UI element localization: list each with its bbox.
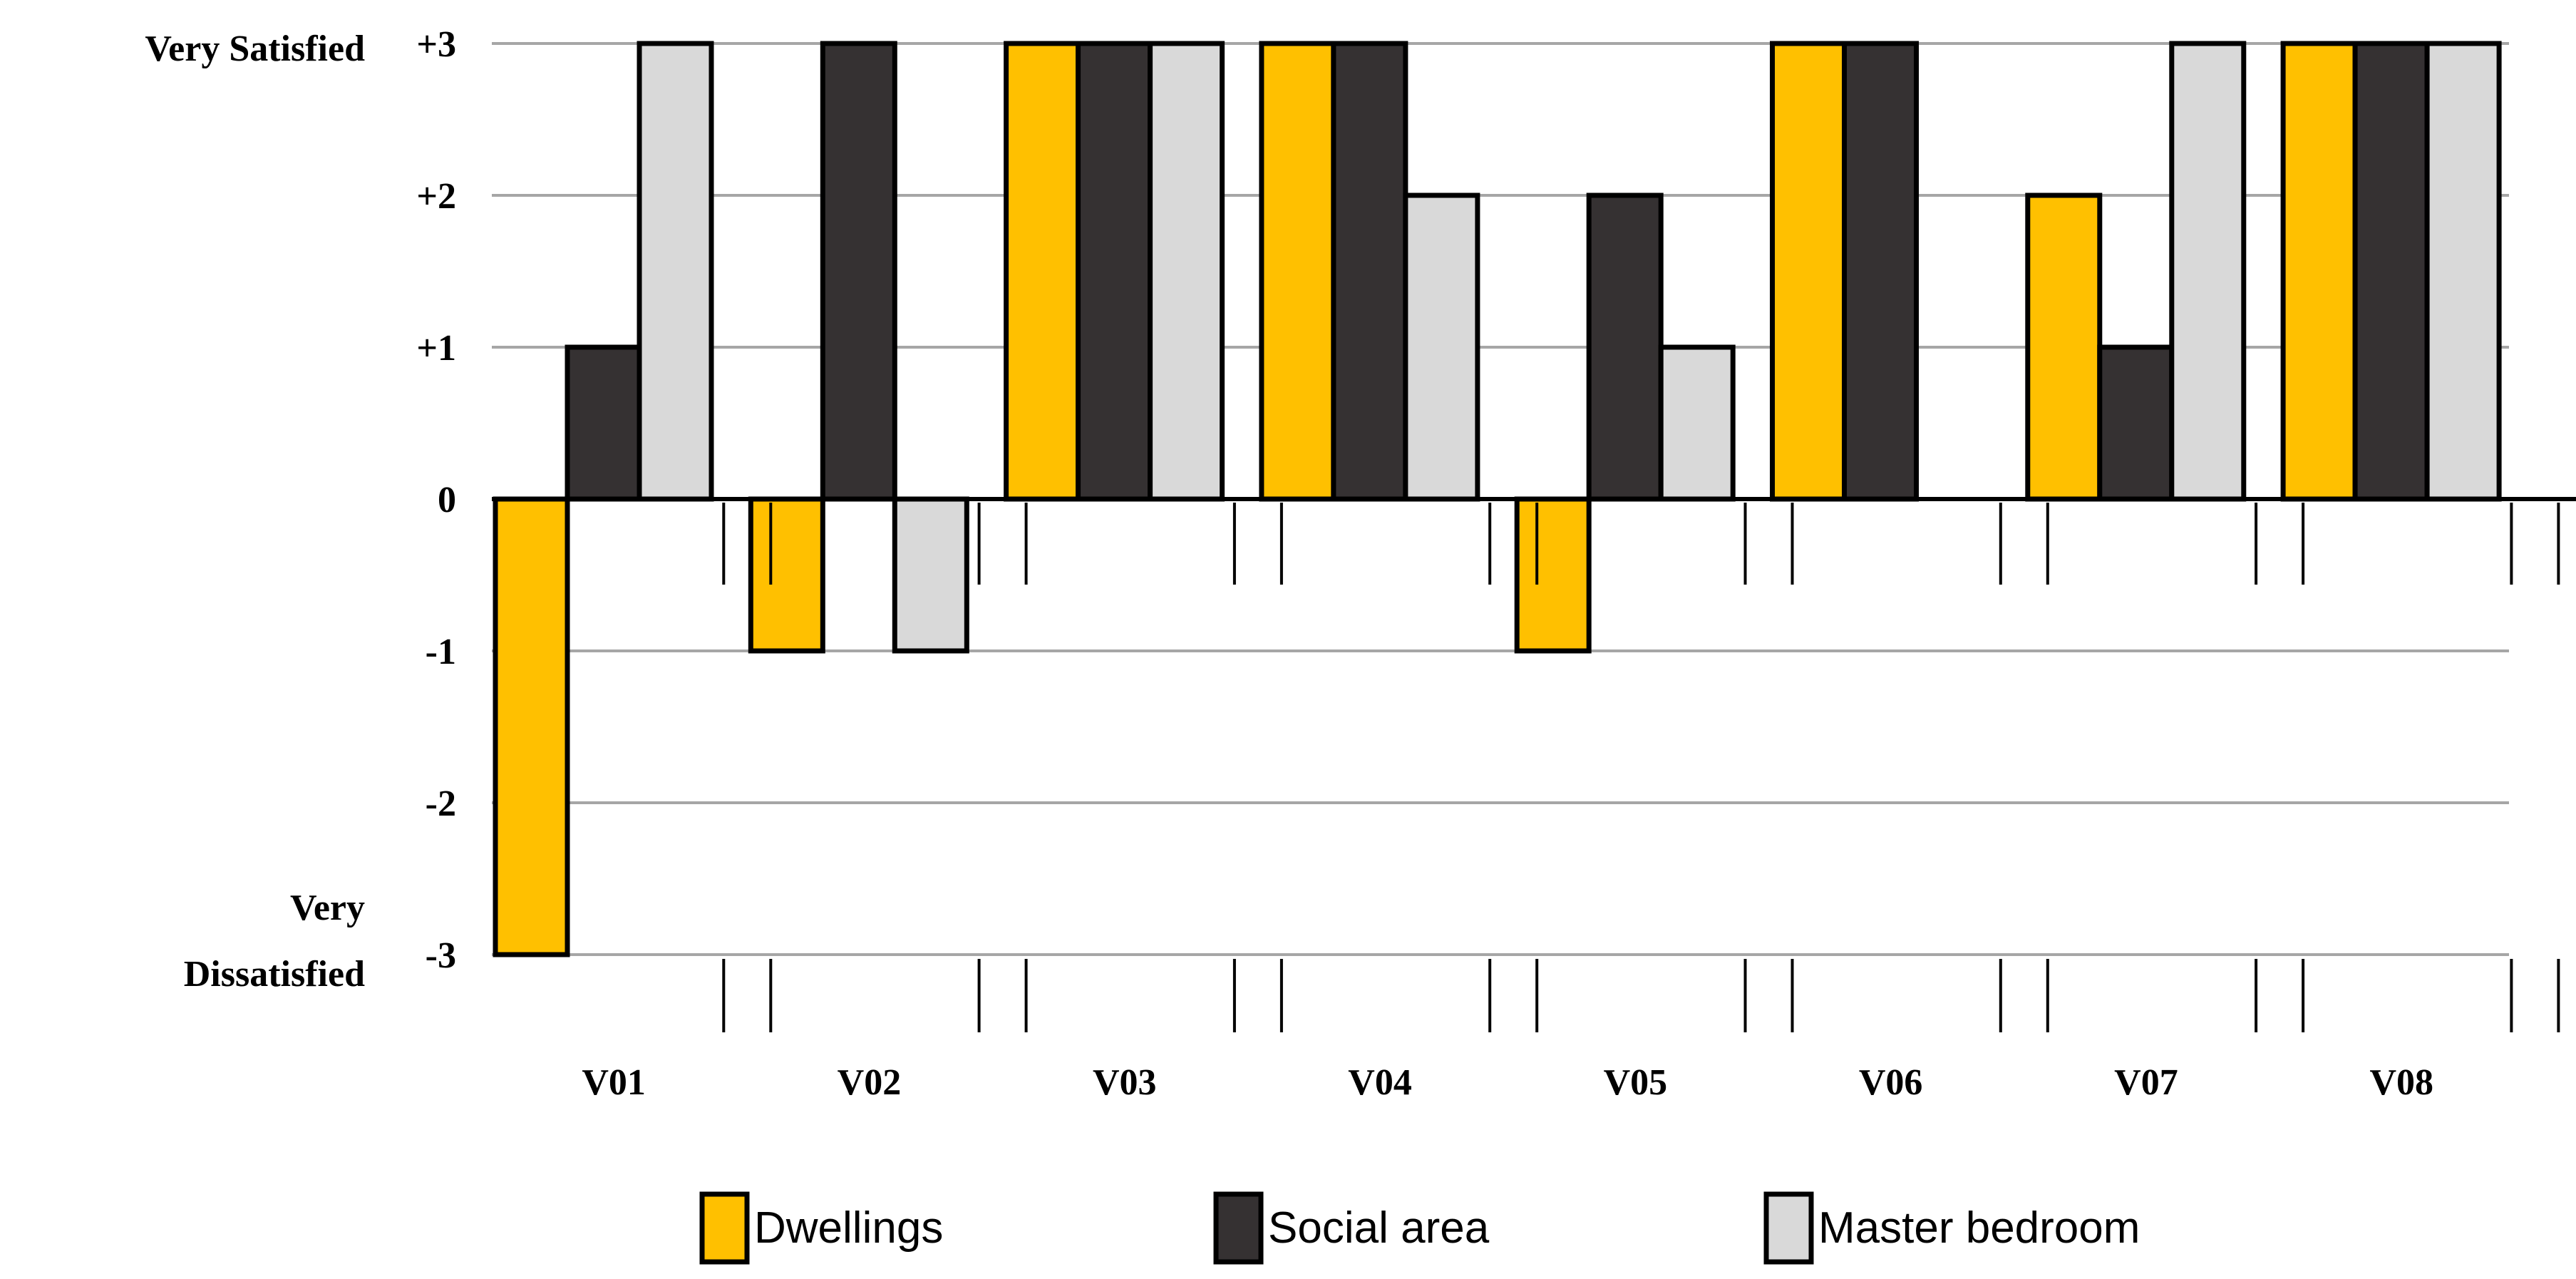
bar-v08-dwellings bbox=[2280, 41, 2358, 502]
y-tick-label: -1 bbox=[426, 632, 456, 672]
y-tick-label: -3 bbox=[426, 935, 456, 976]
x-tick-label-v02: V02 bbox=[838, 1062, 902, 1103]
x-tick-label-v05: V05 bbox=[1604, 1062, 1668, 1103]
y-tick-label: +3 bbox=[416, 24, 456, 65]
bar-v02-social-area bbox=[820, 41, 897, 502]
bar-v05-social-area bbox=[1586, 192, 1664, 502]
x-tick-label-v03: V03 bbox=[1093, 1062, 1157, 1103]
bar-v07-dwellings bbox=[2025, 192, 2103, 502]
bar-v01-master-bedroom bbox=[637, 41, 714, 502]
legend-label-social-area: Social area bbox=[1268, 1203, 1490, 1253]
legend-swatch-dwellings bbox=[699, 1191, 750, 1265]
axes bbox=[492, 497, 2576, 1032]
bar-v03-dwellings bbox=[1004, 41, 1081, 502]
y-tick-label: -2 bbox=[426, 784, 456, 824]
bar-v03-social-area bbox=[1076, 41, 1153, 502]
bar-v04-master-bedroom bbox=[1403, 192, 1480, 502]
x-tick-label-v06: V06 bbox=[1859, 1062, 1923, 1103]
bar-v01-dwellings bbox=[493, 496, 570, 957]
bar-v04-social-area bbox=[1331, 41, 1408, 502]
y-tick-labels: +3 +2 +1 0 -1 -2 -3 bbox=[416, 24, 456, 976]
bar-v06-social-area bbox=[1842, 41, 1919, 502]
x-tick-label-v04: V04 bbox=[1348, 1062, 1412, 1103]
bar-v01-social-area bbox=[565, 344, 642, 502]
bar-v08-master-bedroom bbox=[2424, 41, 2502, 502]
y-annotation-very: Very bbox=[290, 888, 365, 928]
bar-v05-dwellings bbox=[1514, 496, 1592, 654]
legend-swatch-social-area bbox=[1213, 1191, 1264, 1265]
bar-v02-master-bedroom bbox=[892, 496, 969, 654]
bar-v07-master-bedroom bbox=[2169, 41, 2247, 502]
legend: Dwellings Social area Master bedroom bbox=[699, 1191, 2140, 1265]
y-tick-label: 0 bbox=[438, 480, 456, 520]
bar-v06-dwellings bbox=[1770, 41, 1847, 502]
bar-v07-social-area bbox=[2097, 344, 2175, 502]
x-tick-label-v07: V07 bbox=[2114, 1062, 2178, 1103]
bar-v02-dwellings bbox=[748, 496, 825, 654]
bar-v05-master-bedroom bbox=[1658, 344, 1736, 502]
bar-v08-social-area bbox=[2352, 41, 2430, 502]
y-annotation-dissatisfied: Dissatisfied bbox=[184, 954, 365, 995]
bar-v03-master-bedroom bbox=[1148, 41, 1225, 502]
x-tick-labels: V01 V02 V03 V04 V05 V06 V07 V08 bbox=[582, 1062, 2433, 1103]
x-tick-label-v08: V08 bbox=[2369, 1062, 2433, 1103]
y-tick-label: +2 bbox=[416, 176, 456, 217]
legend-label-dwellings: Dwellings bbox=[754, 1203, 943, 1253]
bar-v04-dwellings bbox=[1259, 41, 1336, 502]
legend-swatch-master-bedroom bbox=[1763, 1191, 1814, 1265]
y-tick-label: +1 bbox=[416, 328, 456, 369]
y-annotation-very-satisfied: Very Satisfied bbox=[145, 29, 365, 69]
x-tick-label-v01: V01 bbox=[582, 1062, 646, 1103]
legend-label-master-bedroom: Master bedroom bbox=[1818, 1203, 2140, 1253]
